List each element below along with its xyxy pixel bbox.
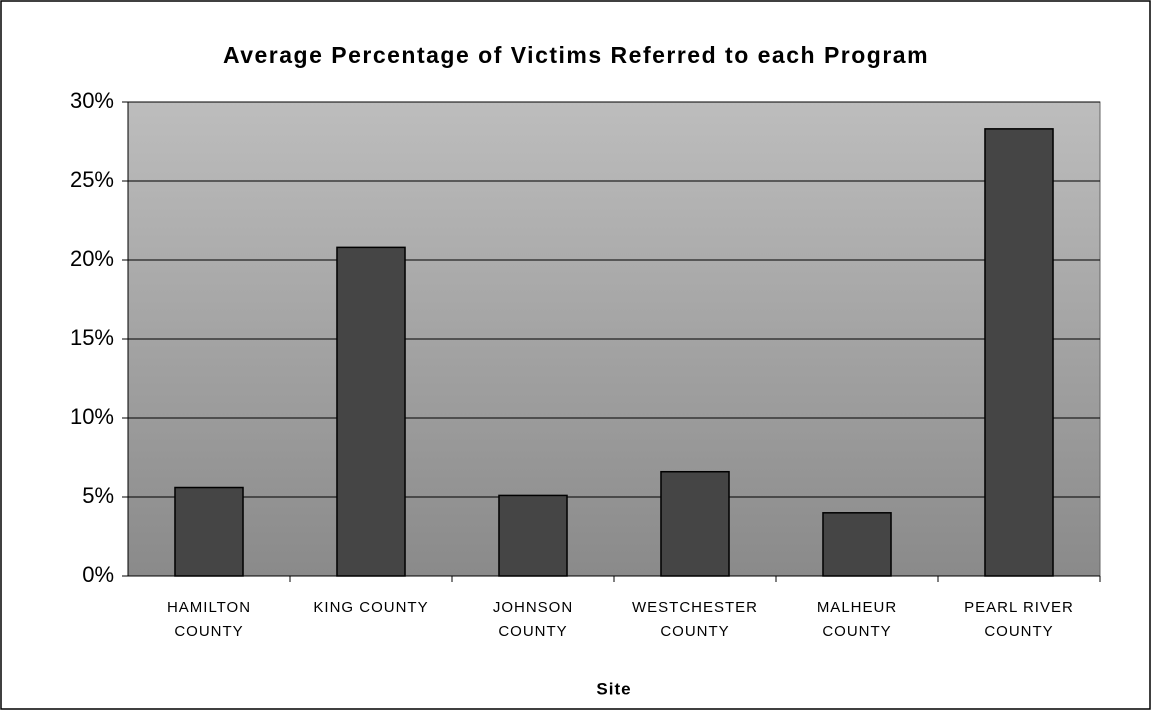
bar bbox=[660, 470, 730, 577]
x-tick-label: HAMILTON COUNTY bbox=[166, 599, 252, 640]
x-tick-label: JOHNSON COUNTY bbox=[492, 599, 574, 640]
bar bbox=[336, 246, 406, 577]
x-tick-label: PEARL RIVER COUNTY bbox=[964, 599, 1074, 640]
y-tick-label: 20% bbox=[70, 246, 114, 271]
bar bbox=[498, 494, 568, 577]
bar bbox=[984, 128, 1054, 577]
y-tick-label: 5% bbox=[82, 483, 114, 508]
bar bbox=[174, 486, 244, 577]
x-tick-label: KING COUNTY bbox=[313, 599, 429, 616]
bar bbox=[822, 512, 892, 577]
y-tick-label: 0% bbox=[82, 562, 114, 587]
chart-title: Average Percentage of Victims Referred t… bbox=[223, 42, 929, 68]
y-tick-label: 25% bbox=[70, 167, 114, 192]
x-tick-label: MALHEUR COUNTY bbox=[816, 599, 898, 640]
x-axis-label: Site bbox=[596, 679, 631, 698]
y-tick-label: 10% bbox=[70, 404, 114, 429]
y-tick-label: 30% bbox=[70, 88, 114, 113]
y-tick-label: 15% bbox=[70, 325, 114, 350]
x-tick-label: WESTCHESTER COUNTY bbox=[631, 599, 758, 640]
